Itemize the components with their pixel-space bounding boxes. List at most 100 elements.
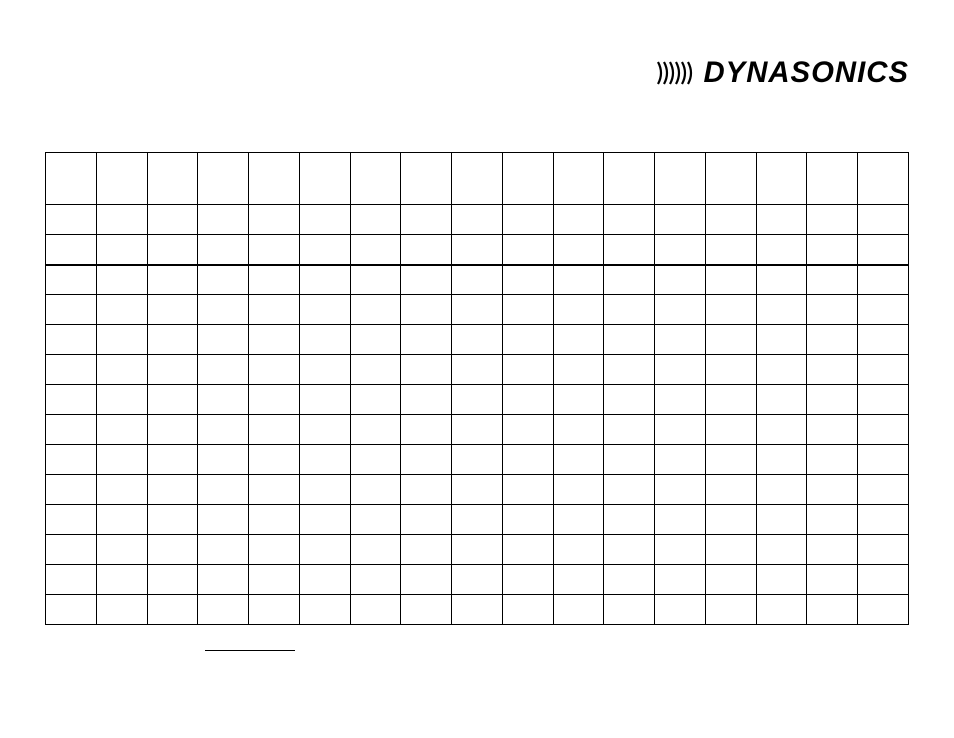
- table-cell: [401, 565, 452, 595]
- table-cell: [350, 295, 401, 325]
- table-cell: [198, 445, 249, 475]
- table-cell: [96, 475, 147, 505]
- table-cell: [502, 595, 553, 625]
- table-cell: [401, 505, 452, 535]
- table-cell: [502, 153, 553, 205]
- table-cell: [655, 535, 706, 565]
- table-cell: [147, 445, 198, 475]
- table-cell: [147, 415, 198, 445]
- table-cell: [756, 265, 807, 295]
- table-cell: [249, 415, 300, 445]
- table-cell: [756, 445, 807, 475]
- table-cell: [553, 385, 604, 415]
- table-cell: [553, 565, 604, 595]
- table-cell: [96, 445, 147, 475]
- table-cell: [350, 565, 401, 595]
- table-cell: [655, 205, 706, 235]
- table-cell: [198, 565, 249, 595]
- table-cell: [858, 535, 909, 565]
- table-cell: [96, 295, 147, 325]
- table-cell: [249, 505, 300, 535]
- table-cell: [147, 505, 198, 535]
- table-cell: [858, 355, 909, 385]
- table-cell: [46, 265, 97, 295]
- table-cell: [705, 205, 756, 235]
- table-cell: [502, 265, 553, 295]
- soundwave-icon: [657, 60, 697, 86]
- table-cell: [299, 235, 350, 265]
- table-cell: [46, 385, 97, 415]
- table-cell: [502, 325, 553, 355]
- table-cell: [858, 205, 909, 235]
- table-row: [46, 265, 909, 295]
- table-cell: [807, 265, 858, 295]
- table-cell: [401, 153, 452, 205]
- table-cell: [807, 415, 858, 445]
- table-cell: [46, 505, 97, 535]
- table-row: [46, 385, 909, 415]
- table-cell: [147, 565, 198, 595]
- table-cell: [299, 295, 350, 325]
- table-cell: [655, 595, 706, 625]
- table-cell: [452, 205, 503, 235]
- table-cell: [705, 355, 756, 385]
- table-cell: [401, 445, 452, 475]
- table-cell: [96, 535, 147, 565]
- table-cell: [46, 415, 97, 445]
- table-cell: [858, 153, 909, 205]
- table-cell: [553, 595, 604, 625]
- table-row: [46, 565, 909, 595]
- table-cell: [858, 385, 909, 415]
- data-table-container: [45, 152, 909, 625]
- table-cell: [655, 153, 706, 205]
- table-cell: [452, 153, 503, 205]
- data-table: [45, 152, 909, 625]
- table-cell: [604, 205, 655, 235]
- table-cell: [299, 325, 350, 355]
- table-cell: [147, 475, 198, 505]
- table-cell: [46, 205, 97, 235]
- table-cell: [858, 265, 909, 295]
- table-cell: [452, 475, 503, 505]
- table-cell: [46, 295, 97, 325]
- table-cell: [350, 235, 401, 265]
- table-cell: [299, 385, 350, 415]
- table-cell: [401, 355, 452, 385]
- underline-rule: [205, 650, 295, 651]
- table-cell: [705, 295, 756, 325]
- table-cell: [807, 325, 858, 355]
- table-cell: [96, 205, 147, 235]
- table-cell: [46, 535, 97, 565]
- table-cell: [452, 445, 503, 475]
- table-cell: [502, 235, 553, 265]
- table-cell: [858, 325, 909, 355]
- table-cell: [502, 415, 553, 445]
- table-cell: [452, 235, 503, 265]
- table-cell: [807, 595, 858, 625]
- table-row: [46, 355, 909, 385]
- table-cell: [756, 235, 807, 265]
- table-cell: [147, 265, 198, 295]
- table-cell: [401, 475, 452, 505]
- table-cell: [249, 295, 300, 325]
- table-cell: [147, 325, 198, 355]
- table-cell: [198, 355, 249, 385]
- table-cell: [299, 355, 350, 385]
- table-cell: [198, 415, 249, 445]
- table-cell: [46, 355, 97, 385]
- table-cell: [198, 595, 249, 625]
- table-cell: [604, 595, 655, 625]
- table-cell: [299, 535, 350, 565]
- table-cell: [350, 325, 401, 355]
- table-cell: [249, 325, 300, 355]
- brand-logo: DYNASONICS: [657, 56, 909, 90]
- table-cell: [502, 295, 553, 325]
- table-cell: [401, 205, 452, 235]
- table-cell: [858, 475, 909, 505]
- table-cell: [46, 475, 97, 505]
- table-cell: [96, 505, 147, 535]
- table-cell: [96, 595, 147, 625]
- table-cell: [604, 355, 655, 385]
- table-cell: [198, 295, 249, 325]
- table-cell: [452, 535, 503, 565]
